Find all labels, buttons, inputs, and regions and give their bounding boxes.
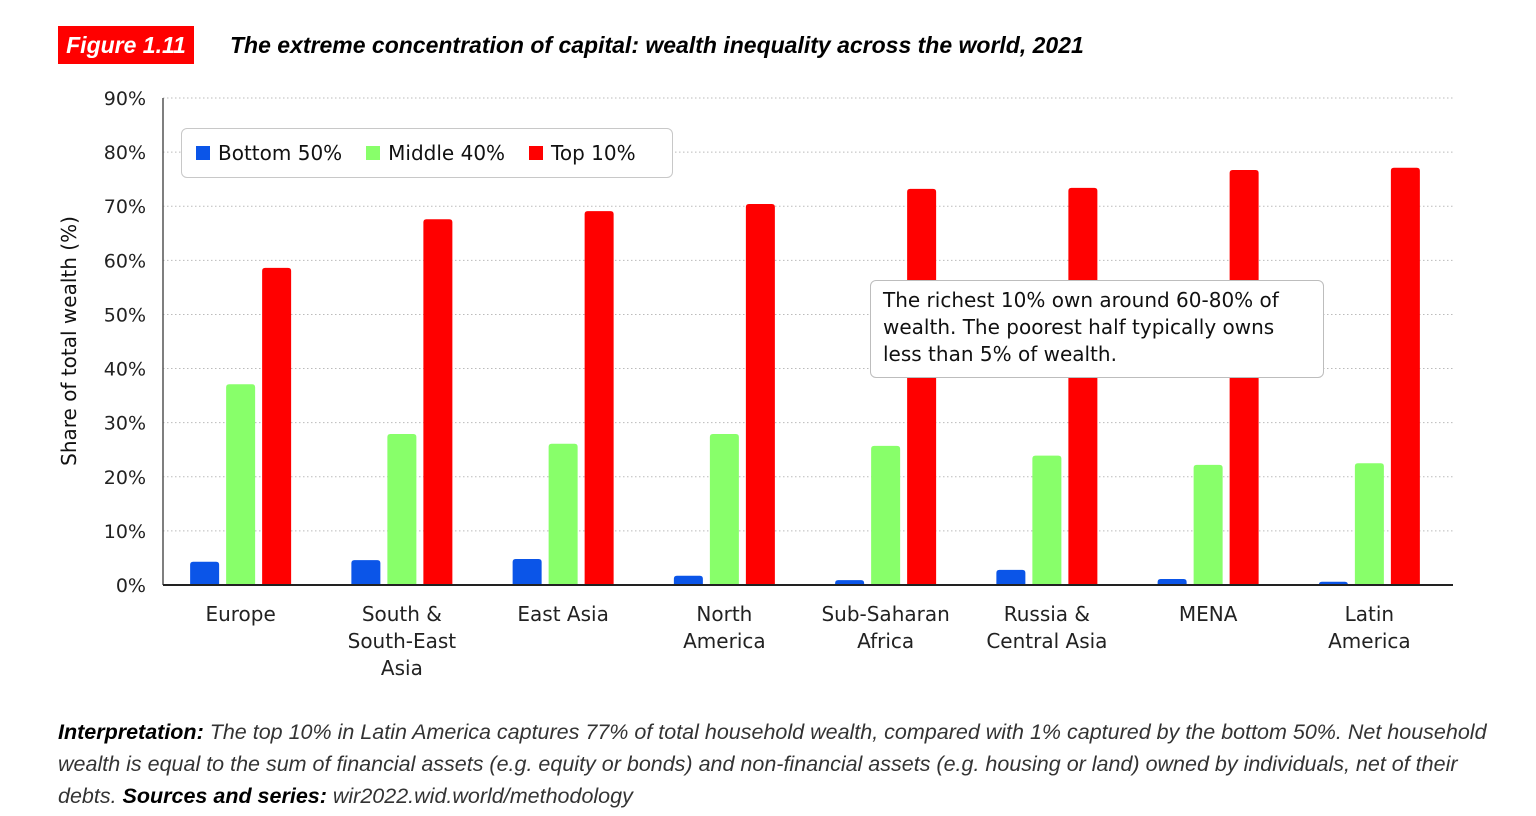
legend-label: Middle 40% (388, 141, 506, 165)
bar-middle40 (1193, 464, 1223, 585)
y-tick-label: 60% (104, 250, 146, 272)
bar-middle40 (548, 443, 578, 585)
y-tick-label: 90% (104, 88, 146, 110)
x-tick-label: America (1328, 629, 1411, 653)
legend-item-top10: Top 10% (529, 141, 636, 165)
bar-top10 (423, 219, 453, 585)
x-tick-label: MENA (1179, 602, 1238, 626)
bar-top10 (1068, 187, 1098, 585)
bar-middle40 (226, 384, 256, 585)
y-tick-label: 10% (104, 521, 146, 543)
y-axis-ticks: 0% 10% 20% 30% 40% 50% 60% 70% 80% 90% (104, 88, 146, 597)
y-tick-label: 20% (104, 467, 146, 489)
y-tick-label: 0% (116, 575, 146, 597)
bar-bottom50 (996, 569, 1026, 585)
legend-label: Top 10% (551, 141, 636, 165)
x-tick-label: South & (362, 602, 442, 626)
gridlines (163, 97, 1453, 532)
bar-top10 (262, 267, 292, 585)
legend-swatch-bottom50 (196, 146, 210, 160)
y-tick-label: 70% (104, 196, 146, 218)
annotation-box: The richest 10% own around 60-80% of wea… (870, 280, 1324, 378)
interpretation-text: The top 10% in Latin America captures 77… (58, 720, 1487, 808)
bar-middle40 (709, 434, 739, 585)
legend-swatch-middle40 (366, 146, 381, 160)
y-tick-label: 40% (104, 359, 146, 381)
legend-item-bottom50: Bottom 50% (196, 141, 342, 165)
bar-middle40 (1354, 463, 1384, 585)
sources-label: Sources and series: (122, 784, 327, 808)
legend: Bottom 50% Middle 40% Top 10% (181, 128, 673, 178)
bar-bottom50 (673, 575, 703, 585)
legend-item-middle40: Middle 40% (366, 141, 505, 165)
bar-top10 (907, 188, 937, 585)
x-tick-label: North (696, 602, 752, 626)
y-axis-label: Share of total wealth (%) (57, 216, 81, 466)
legend-label: Bottom 50% (218, 141, 343, 165)
x-tick-label: Sub-Saharan (821, 602, 949, 626)
x-tick-label: Europe (205, 602, 275, 626)
bar-middle40 (871, 445, 901, 585)
legend-swatch-top10 (529, 146, 544, 160)
bar-top10 (745, 204, 775, 585)
y-tick-label: 30% (104, 413, 146, 435)
sources-text: wir2022.wid.world/methodology (326, 784, 633, 808)
bar-bottom50 (190, 561, 220, 585)
figure-title: The extreme concentration of capital: we… (230, 32, 1084, 58)
x-tick-label: Latin (1345, 602, 1394, 626)
bars (190, 167, 1420, 585)
interpretation-label: Interpretation: (58, 720, 204, 744)
bar-top10 (584, 211, 614, 585)
figure-label: Figure 1.11 (58, 26, 194, 64)
x-tick-label: Central Asia (986, 629, 1107, 653)
bar-middle40 (387, 434, 417, 585)
bar-bottom50 (351, 560, 381, 585)
x-tick-label: South-East (348, 629, 457, 653)
bar-bottom50 (1157, 579, 1187, 585)
bar-middle40 (1032, 455, 1062, 585)
bar-bottom50 (835, 580, 865, 585)
x-tick-label: Russia & (1004, 602, 1090, 626)
x-tick-label: Asia (381, 656, 423, 680)
footer-note: Interpretation: The top 10% in Latin Ame… (58, 716, 1498, 812)
x-tick-label: East Asia (517, 602, 608, 626)
y-tick-label: 80% (104, 142, 146, 164)
bar-chart: 0% 10% 20% 30% 40% 50% 60% 70% 80% 90% Europe Sout… (57, 88, 1453, 680)
x-axis-ticks: Europe South & South-East Asia East Asia Nort… (205, 602, 1410, 680)
x-tick-label: Africa (857, 629, 914, 653)
x-tick-label: America (683, 629, 766, 653)
bar-top10 (1390, 167, 1420, 585)
y-tick-label: 50% (104, 304, 146, 326)
bar-bottom50 (512, 559, 542, 585)
